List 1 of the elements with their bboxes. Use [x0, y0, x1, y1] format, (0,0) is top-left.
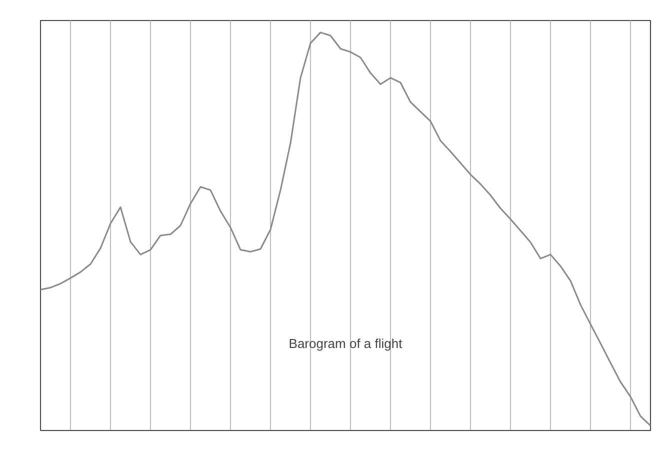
annotation: Barogram of a flight [288, 336, 403, 351]
